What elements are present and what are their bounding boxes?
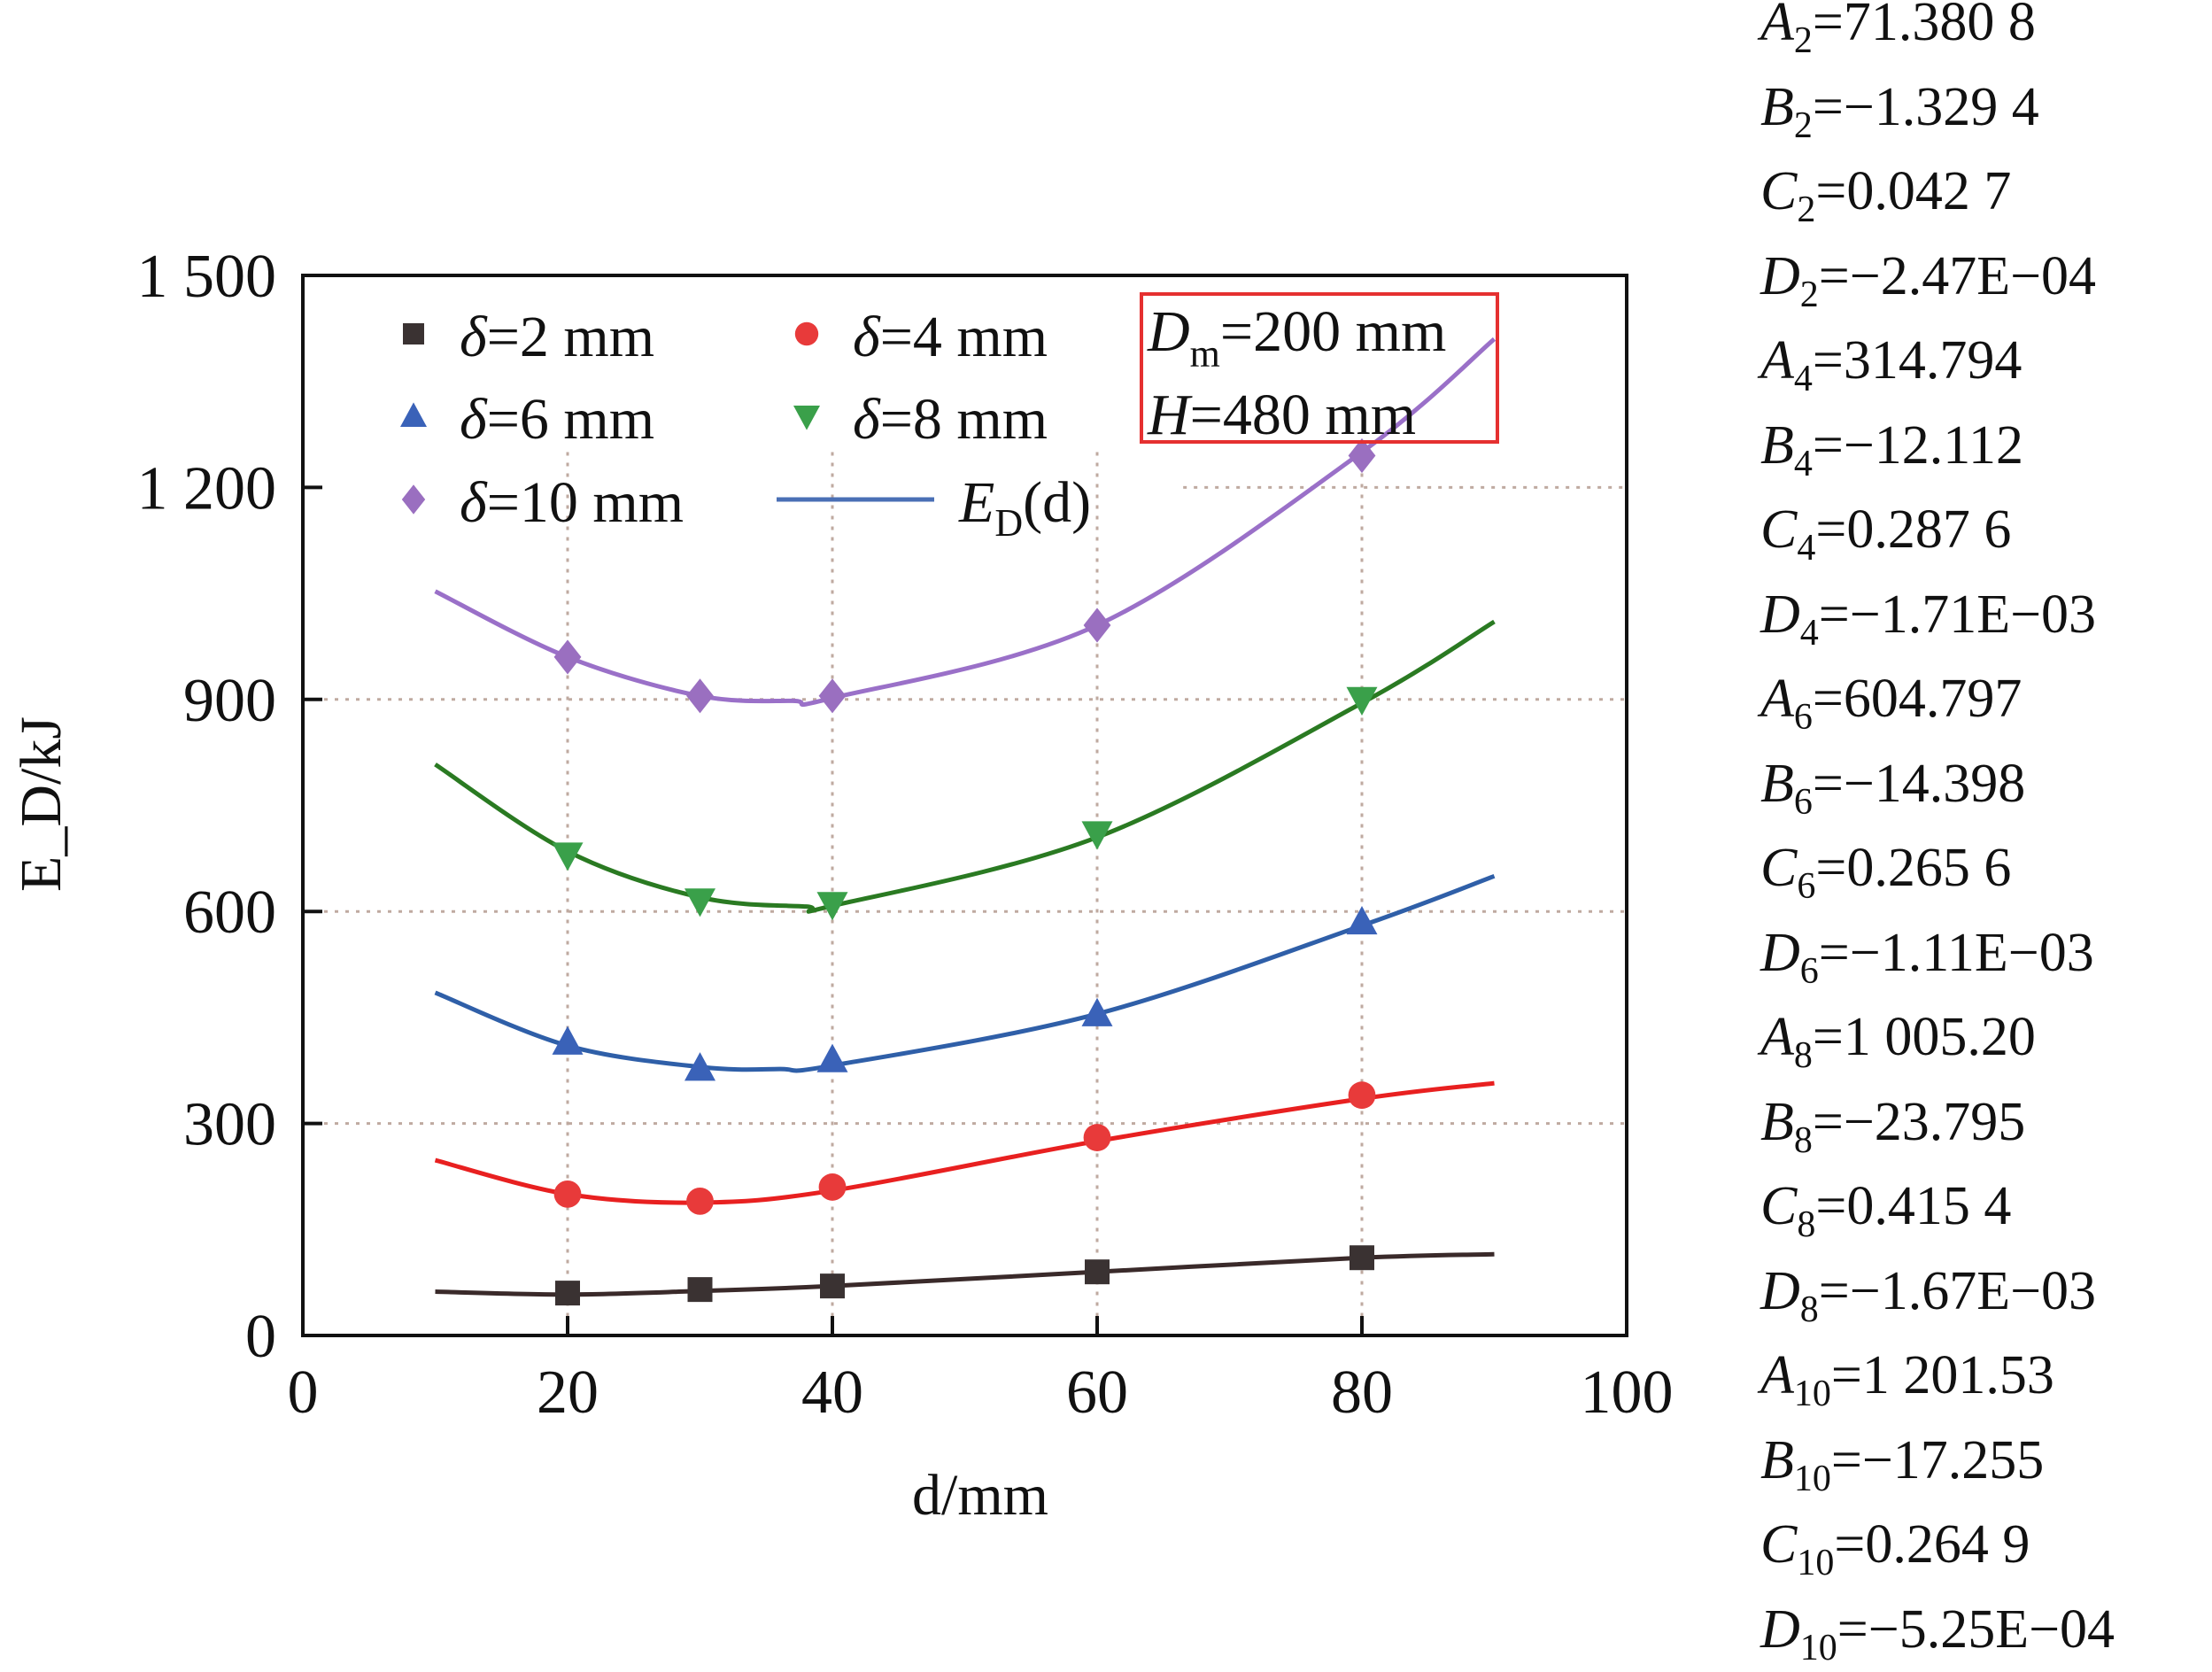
coefficient: B10=−17.255 (1760, 1419, 2115, 1504)
coefficient: C8=0.415 4 (1760, 1165, 2115, 1250)
annotation-h: H=480 mm (1147, 383, 1416, 447)
coefficient: C10=0.264 9 (1760, 1503, 2115, 1588)
annotation-box: Dm=200 mm H=480 mm (1141, 294, 1497, 447)
data-point (1084, 1124, 1111, 1151)
legend-item: δ=10 mm (402, 470, 684, 535)
coefficient: B8=−23.795 (1760, 1080, 2115, 1165)
legend-item: δ=2 mm (403, 305, 654, 369)
coefficient: B6=−14.398 (1760, 742, 2115, 827)
legend: δ=2 mm δ=4 mm δ=6 mm δ=8 mm δ=10 mm (400, 305, 1048, 535)
coefficient: B2=−1.329 4 (1760, 66, 2115, 151)
coefficient: C4=0.287 6 (1760, 488, 2115, 573)
data-point (686, 1188, 714, 1215)
y-tick-label: 300 (183, 1091, 276, 1159)
coefficient: A4=314.794 (1760, 319, 2115, 404)
y-tick-label: 600 (183, 879, 276, 947)
legend-marker (400, 402, 427, 427)
legend-marker (795, 322, 818, 345)
legend-item: δ=8 mm (793, 387, 1048, 452)
fit-line (436, 1083, 1495, 1203)
coefficient: D6=−1.11E−03 (1760, 911, 2115, 996)
legend-marker (403, 323, 424, 344)
data-point (820, 1273, 845, 1298)
legend-label-fit: ED(d) (958, 470, 1091, 545)
x-tick-label: 0 (288, 1358, 319, 1427)
data-point (817, 1044, 848, 1072)
grid (303, 453, 1627, 1336)
y-axis-label: E_D/kJ (9, 716, 73, 892)
coefficient: C6=0.265 6 (1760, 826, 2115, 911)
series-2mm (436, 1245, 1495, 1305)
data-point (554, 1180, 582, 1208)
data-point (1085, 1259, 1110, 1284)
y-tick-label: 900 (183, 667, 276, 735)
data-point (684, 888, 715, 917)
annotation-dm: Dm=200 mm (1147, 299, 1446, 375)
legend-marker (402, 484, 425, 515)
fit-line (436, 1254, 1495, 1294)
coefficient: B4=−12.112 (1760, 404, 2115, 489)
data-point (1084, 608, 1111, 642)
coefficient: D10=−5.25E−04 (1760, 1588, 2115, 1672)
coefficient: D2=−2.47E−04 (1760, 235, 2115, 320)
coefficient: D4=−1.71E−03 (1760, 573, 2115, 658)
coefficient: A8=1 005.20 (1760, 995, 2115, 1080)
legend-label: δ=6 mm (460, 387, 654, 452)
legend-label: δ=10 mm (460, 470, 684, 535)
data-point (819, 1173, 847, 1201)
x-tick-label: 60 (1066, 1358, 1128, 1427)
data-point (819, 678, 847, 713)
legend-item: δ=6 mm (400, 387, 654, 452)
data-point (555, 1281, 580, 1305)
fit-line (436, 876, 1495, 1071)
data-point (554, 639, 582, 674)
data-point (686, 678, 714, 713)
legend-label: δ=2 mm (460, 305, 654, 369)
x-tick-label: 40 (801, 1358, 863, 1427)
legend-item-fit: ED(d) (777, 470, 1091, 545)
x-tick-label: 20 (537, 1358, 599, 1427)
y-tick-label: 0 (245, 1303, 276, 1371)
series-6mm (436, 876, 1495, 1080)
legend-label: δ=4 mm (853, 305, 1048, 369)
coefficient: A6=604.797 (1760, 657, 2115, 742)
data-point (1349, 1081, 1376, 1109)
series-4mm (436, 1081, 1495, 1215)
coefficient: C2=0.042 7 (1760, 150, 2115, 235)
data-point (1350, 1245, 1374, 1270)
coefficient: A2=71.380 8 (1760, 0, 2115, 66)
x-axis-label: d/mm (912, 1463, 1048, 1528)
data-point (1082, 821, 1113, 849)
legend-marker (793, 406, 820, 430)
coefficient: A10=1 201.53 (1760, 1334, 2115, 1419)
legend-item: δ=4 mm (795, 305, 1048, 369)
y-tick-label: 1 500 (137, 243, 277, 311)
x-tick-label: 100 (1581, 1358, 1674, 1427)
y-tick-label: 1 200 (137, 454, 277, 522)
x-tick-label: 80 (1331, 1358, 1393, 1427)
data-point (688, 1277, 713, 1302)
coefficient: D8=−1.67E−03 (1760, 1250, 2115, 1335)
legend-label: δ=8 mm (853, 387, 1048, 452)
